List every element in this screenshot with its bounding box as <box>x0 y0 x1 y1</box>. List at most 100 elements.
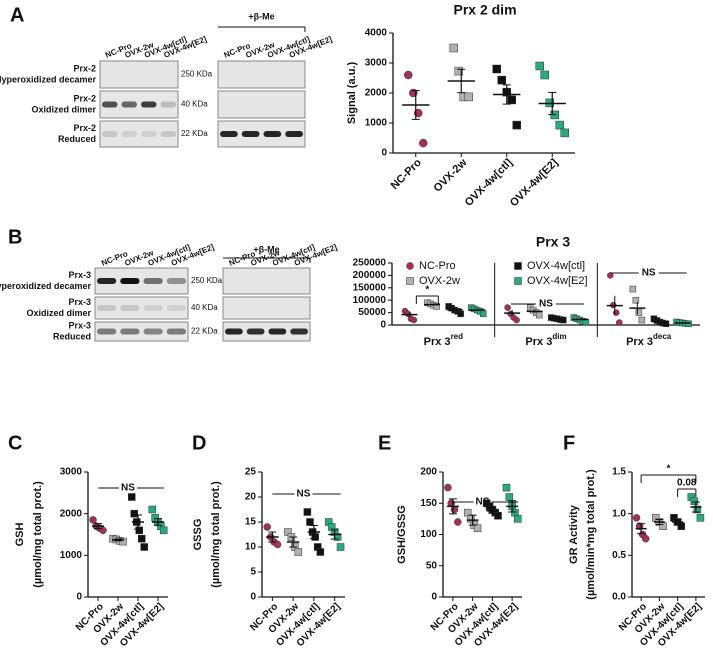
data-point <box>494 512 502 520</box>
blot-band <box>160 131 176 137</box>
data-point <box>464 92 473 102</box>
x-tick-label: Prx 3red <box>424 332 463 348</box>
legend-label: OVX-4w[ctl] <box>527 260 585 272</box>
blot-band <box>263 131 282 137</box>
category-superscript: dim <box>552 332 566 341</box>
blot-band <box>120 278 140 284</box>
blot-band <box>268 328 287 335</box>
blot-band <box>141 131 157 137</box>
blot-band <box>97 328 117 335</box>
x-tick-label: Prx 3dim <box>525 332 566 348</box>
size-label: 40 KDa <box>181 100 208 109</box>
annotation: 0.08 <box>677 478 697 489</box>
y-axis-label: GSH <box>14 523 26 547</box>
legend-marker <box>514 262 522 270</box>
blot-band <box>290 328 308 335</box>
size-label: 250 KDa <box>191 276 223 285</box>
category-name: Prx 3 <box>525 336 552 348</box>
blot-band <box>285 131 303 137</box>
blot-band <box>120 328 140 335</box>
data-point <box>311 533 319 541</box>
data-point <box>119 537 127 546</box>
data-point <box>613 309 620 316</box>
data-point <box>433 303 440 310</box>
data-point <box>159 526 168 535</box>
y-tick-label: 100 <box>420 529 437 540</box>
data-point <box>659 522 667 530</box>
y-tick-label: 150 <box>420 498 437 509</box>
row-label: Reduced <box>53 331 91 341</box>
row-label: Prx-2 <box>73 63 96 73</box>
y-tick-label: 1.5 <box>612 467 626 478</box>
blot-box <box>222 296 311 320</box>
data-point <box>629 285 637 293</box>
row-label: Oxidized dimer <box>26 308 91 318</box>
blot-band <box>166 305 186 311</box>
blot-box <box>99 120 179 148</box>
y-tick-label: 100000 <box>353 295 387 306</box>
data-point <box>419 138 428 148</box>
blot-band <box>102 131 118 137</box>
data-point <box>467 515 475 523</box>
data-point <box>512 120 521 130</box>
x-tick-label: OVX-4w[E2] <box>508 156 561 209</box>
size-label: 40 KDa <box>191 303 218 312</box>
panel-letter: F <box>563 432 575 454</box>
y-tick-label: 250000 <box>353 258 387 269</box>
data-point <box>473 524 482 532</box>
y-tick-label: 4000 <box>365 28 388 39</box>
annotation: NS <box>642 268 656 279</box>
data-point <box>303 508 312 516</box>
data-point <box>690 497 699 505</box>
blot-box <box>222 321 311 342</box>
y-axis-label: GSH/GSSG <box>396 505 408 564</box>
x-tick-label: Prx 3deca <box>626 332 672 348</box>
panel-letter: E <box>378 432 391 454</box>
blot-band <box>102 101 118 108</box>
data-point <box>638 316 646 324</box>
legend-marker <box>406 277 414 285</box>
legend-label: OVX-2w <box>419 275 460 287</box>
data-point <box>693 505 702 514</box>
annotation: * <box>425 285 429 296</box>
size-label: 22 KDa <box>181 129 208 138</box>
data-point <box>99 526 107 535</box>
data-point <box>514 515 522 523</box>
data-point <box>336 543 345 551</box>
y-tick-label: 0 <box>250 592 256 603</box>
y-tick-label: 1.0 <box>612 508 626 519</box>
blot-box <box>222 267 311 295</box>
y-axis-label: (µmol/mg total prot.) <box>32 481 44 588</box>
y-axis-label: (µmol/min*mg total prot.) <box>585 469 597 600</box>
y-tick-label: 1000 <box>60 550 83 561</box>
y-tick-label: 0 <box>380 320 386 331</box>
y-tick-label: 3000 <box>365 58 388 69</box>
data-point <box>454 66 463 76</box>
size-label: 250 KDa <box>181 70 213 79</box>
y-tick-label: 0.0 <box>612 592 626 603</box>
data-point <box>507 95 516 105</box>
data-point <box>497 75 506 85</box>
data-point <box>616 319 623 326</box>
y-tick-label: 200 <box>420 467 437 478</box>
annotation: * <box>667 464 671 475</box>
y-tick-label: 3000 <box>60 467 83 478</box>
blot-band <box>220 131 238 137</box>
x-tick-label: OVX-2w <box>432 156 470 194</box>
legend-marker <box>514 277 522 285</box>
blot-band <box>121 131 137 137</box>
row-label: Reduced <box>58 134 96 144</box>
legend-marker <box>406 262 414 270</box>
row-label: Prx-3 <box>68 270 91 280</box>
blot-band <box>143 328 163 335</box>
row-label: Hyperoxidized decamer <box>0 74 96 84</box>
data-point <box>696 514 705 522</box>
data-point <box>632 514 641 522</box>
data-point <box>513 316 520 324</box>
data-point <box>492 64 501 74</box>
data-point <box>89 516 97 524</box>
y-tick-label: 5 <box>250 567 256 578</box>
data-point <box>130 509 138 518</box>
y-tick-label: 25 <box>245 467 257 478</box>
data-point <box>148 505 157 514</box>
